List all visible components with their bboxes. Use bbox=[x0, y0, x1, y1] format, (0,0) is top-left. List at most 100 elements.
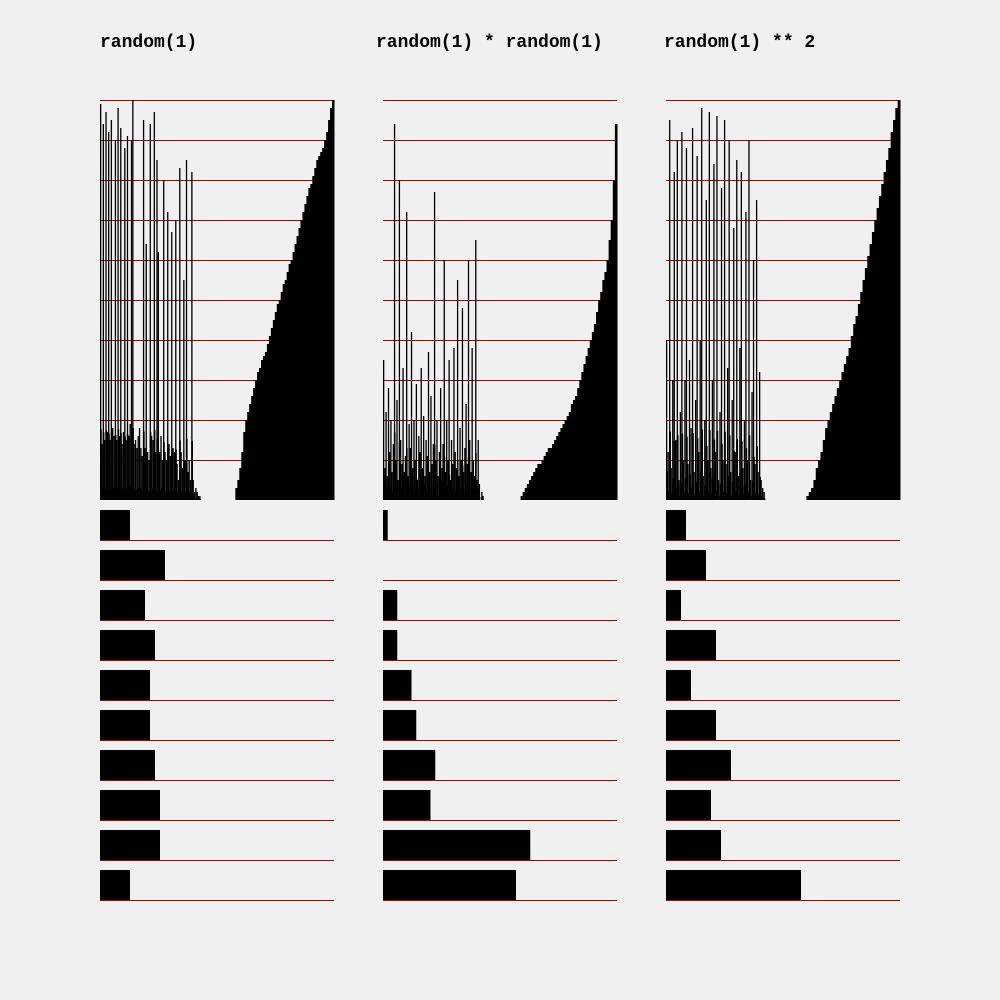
sample-bar bbox=[746, 460, 749, 500]
sorted-sample-bar bbox=[604, 272, 608, 500]
sample-base-bar bbox=[196, 498, 199, 500]
sorted-sample-bar bbox=[253, 388, 256, 500]
sample-bar bbox=[760, 480, 762, 500]
sample-bar bbox=[415, 384, 418, 500]
sample-base-bar bbox=[708, 430, 711, 500]
sorted-sample-bar bbox=[829, 412, 833, 500]
sample-base-bar bbox=[453, 472, 455, 500]
sample-bar bbox=[117, 108, 119, 500]
sample-bar bbox=[418, 436, 420, 500]
sorted-sample-bar bbox=[245, 420, 248, 500]
sorted-sample-bar bbox=[570, 404, 574, 500]
sample-base-bar bbox=[416, 496, 419, 500]
histogram-bar bbox=[666, 590, 681, 620]
sorted-sample-bar bbox=[268, 336, 272, 500]
sample-bar bbox=[101, 444, 103, 500]
sample-bar bbox=[105, 112, 107, 500]
sample-base-bar bbox=[444, 494, 447, 500]
sample-bar bbox=[459, 428, 461, 500]
sorted-sample-bar bbox=[304, 204, 307, 500]
sample-bar bbox=[714, 452, 717, 500]
sample-bar bbox=[716, 116, 718, 500]
sample-bar bbox=[743, 420, 746, 500]
sample-bar bbox=[120, 128, 122, 500]
sample-base-bar bbox=[728, 435, 731, 500]
sorted-sample-bar bbox=[843, 364, 847, 500]
sorted-sample-bar bbox=[255, 380, 258, 500]
sample-base-bar bbox=[192, 496, 195, 500]
sample-bar bbox=[691, 128, 694, 500]
sample-base-bar bbox=[759, 476, 761, 500]
sample-base-bar bbox=[387, 479, 390, 500]
sorted-sample-bar bbox=[596, 312, 599, 500]
sample-bar bbox=[711, 380, 714, 500]
histogram-bar bbox=[100, 590, 145, 620]
sorted-sample-bar bbox=[566, 416, 570, 500]
panel-title: random(1) ** 2 bbox=[664, 33, 816, 53]
histogram-bar bbox=[383, 870, 516, 900]
sample-base-bar bbox=[456, 460, 459, 500]
sample-base-bar bbox=[183, 460, 185, 500]
histogram-bar bbox=[666, 870, 801, 900]
sorted-sample-bar bbox=[526, 484, 530, 500]
sample-base-bar bbox=[711, 478, 714, 500]
sample-base-bar bbox=[117, 429, 120, 500]
sample-base-bar bbox=[165, 492, 168, 500]
sample-base-bar bbox=[418, 488, 420, 500]
sorted-sample-bar bbox=[583, 364, 587, 500]
sample-bar bbox=[681, 132, 683, 500]
sample-bar bbox=[168, 444, 170, 500]
sample-base-bar bbox=[114, 435, 117, 500]
sample-bar bbox=[426, 456, 428, 500]
sample-base-bar bbox=[757, 494, 760, 500]
sample-base-bar bbox=[407, 495, 409, 500]
sample-bar bbox=[159, 452, 161, 500]
sample-base-bar bbox=[171, 451, 173, 500]
sorted-sample-bar bbox=[600, 292, 603, 500]
sorted-sample-bar bbox=[520, 496, 524, 500]
sample-bar bbox=[704, 420, 706, 500]
sample-bar bbox=[407, 476, 409, 500]
sample-bar bbox=[163, 180, 165, 500]
sample-base-bar bbox=[439, 479, 442, 500]
sample-base-bar bbox=[110, 431, 113, 500]
sample-base-bar bbox=[752, 456, 755, 500]
sample-base-bar bbox=[138, 487, 141, 500]
sample-base-bar bbox=[464, 490, 466, 500]
sample-base-bar bbox=[455, 494, 458, 500]
sample-base-bar bbox=[669, 431, 671, 500]
sample-bar bbox=[688, 360, 691, 500]
sample-bar bbox=[413, 420, 415, 500]
sample-base-bar bbox=[459, 487, 461, 500]
sorted-sample-bar bbox=[264, 352, 268, 500]
sample-bar bbox=[731, 400, 733, 500]
sample-bar bbox=[419, 452, 421, 500]
sample-base-bar bbox=[155, 491, 157, 500]
sample-base-bar bbox=[463, 494, 465, 500]
sample-base-bar bbox=[698, 491, 700, 500]
sample-bar bbox=[384, 468, 386, 500]
sample-bar bbox=[132, 100, 134, 500]
sorted-sample-bar bbox=[564, 420, 568, 500]
sample-bar bbox=[736, 160, 738, 500]
sample-base-bar bbox=[749, 496, 752, 500]
sample-base-bar bbox=[433, 444, 436, 500]
sample-base-bar bbox=[704, 485, 707, 500]
sample-base-bar bbox=[742, 494, 745, 500]
sample-base-bar bbox=[122, 487, 125, 500]
sample-base-bar bbox=[157, 455, 160, 500]
sorted-sample-bar bbox=[890, 132, 894, 500]
sample-base-bar bbox=[391, 494, 394, 500]
sample-bar bbox=[171, 232, 173, 500]
sample-base-bar bbox=[672, 478, 675, 500]
sample-base-bar bbox=[142, 431, 145, 500]
sample-bar bbox=[110, 120, 113, 500]
sample-base-bar bbox=[690, 487, 693, 500]
histogram-bar bbox=[666, 670, 691, 700]
histogram-bar bbox=[383, 710, 417, 740]
sample-bar bbox=[437, 476, 439, 500]
histogram-bar bbox=[383, 670, 412, 700]
sample-bar bbox=[146, 452, 149, 500]
sample-base-bar bbox=[458, 495, 460, 500]
sample-bar bbox=[396, 400, 398, 500]
